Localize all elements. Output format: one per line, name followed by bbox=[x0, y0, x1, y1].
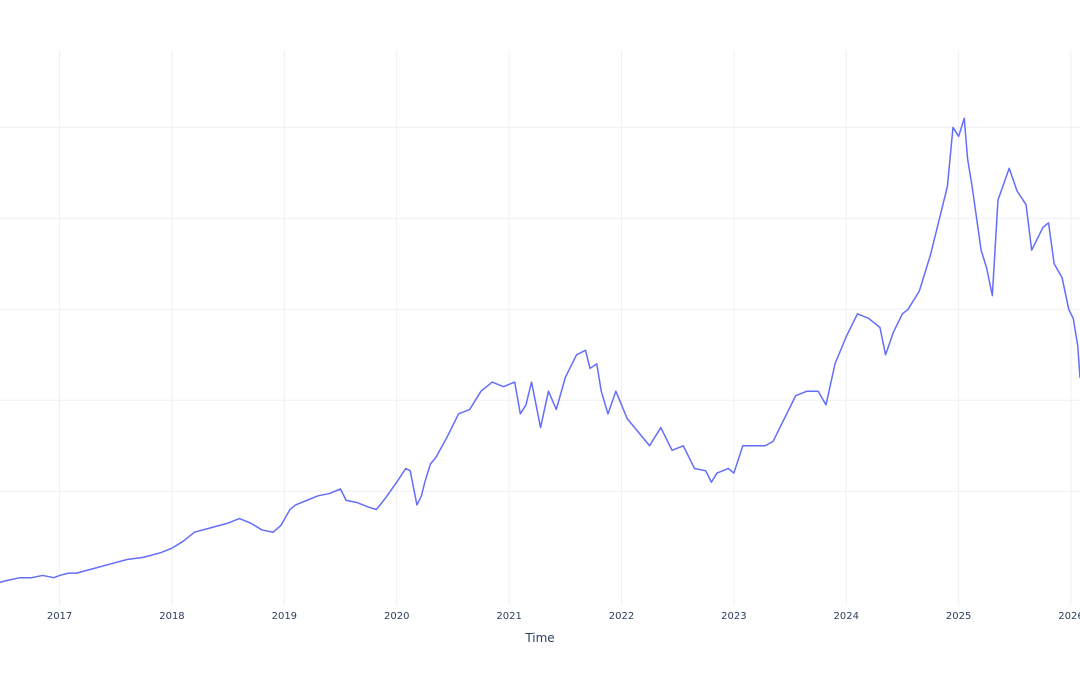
x-tick-label-2019: 2019 bbox=[272, 611, 297, 622]
x-tick-label-2018: 2018 bbox=[159, 611, 184, 622]
x-tick-label-2020: 2020 bbox=[384, 611, 409, 622]
x-tick-label-2022: 2022 bbox=[609, 611, 634, 622]
x-tick-label-2017: 2017 bbox=[47, 611, 72, 622]
x-tick-label-2023: 2023 bbox=[721, 611, 746, 622]
x-axis-ticks: 2017 2018 2019 2020 2021 2022 2023 2024 2025 2026 bbox=[47, 611, 1080, 622]
x-tick-label-2026: 2026 bbox=[1058, 611, 1080, 622]
x-axis-title: Time bbox=[524, 631, 554, 645]
series-line-0 bbox=[0, 117, 1080, 583]
series-layer bbox=[0, 117, 1080, 583]
x-tick-label-2024: 2024 bbox=[834, 611, 859, 622]
x-tick-label-2025: 2025 bbox=[946, 611, 971, 622]
gridlines bbox=[0, 50, 1080, 605]
x-tick-label-2021: 2021 bbox=[496, 611, 521, 622]
